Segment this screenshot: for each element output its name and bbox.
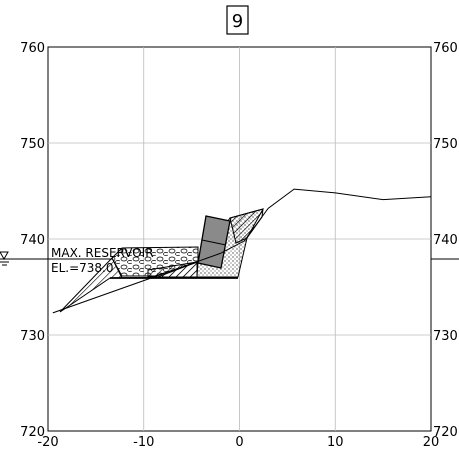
x-tick-label: -10 bbox=[133, 435, 154, 450]
reservoir-level: MAX. RESERVOIR EL.=738.0 bbox=[0, 246, 459, 275]
y-tick-label-left: 720 bbox=[20, 425, 45, 440]
y-axis-right: 720 730 740 750 760 bbox=[433, 41, 458, 440]
y-tick-label-left: 760 bbox=[20, 41, 45, 56]
y-tick-label-left: 730 bbox=[20, 329, 45, 344]
y-axis-left: 720 730 740 750 760 bbox=[20, 41, 45, 440]
cross-section-line bbox=[52, 252, 221, 314]
x-tick-label: 20 bbox=[423, 435, 440, 450]
section-number-box: 9 bbox=[226, 5, 249, 35]
y-tick-label-left: 750 bbox=[20, 137, 45, 152]
x-axis: -20 -10 0 10 20 bbox=[37, 435, 439, 450]
y-tick-label-right: 740 bbox=[433, 233, 458, 248]
y-tick-label-right: 720 bbox=[433, 425, 458, 440]
x-tick-label: 10 bbox=[327, 435, 344, 450]
y-tick-label-right: 760 bbox=[433, 41, 458, 56]
y-tick-label-left: 740 bbox=[20, 233, 45, 248]
water-level-triangle-icon bbox=[0, 251, 9, 261]
x-tick-label: -20 bbox=[37, 435, 58, 450]
ground-profile-line bbox=[220, 188, 432, 254]
section-number: 9 bbox=[232, 11, 243, 32]
annotation-line2: EL.=738.0 bbox=[51, 261, 114, 275]
y-tick-label-right: 750 bbox=[433, 137, 458, 152]
x-tick-label: 0 bbox=[235, 435, 243, 450]
y-tick-label-right: 730 bbox=[433, 329, 458, 344]
annotation-line1: MAX. RESERVOIR bbox=[51, 246, 154, 260]
